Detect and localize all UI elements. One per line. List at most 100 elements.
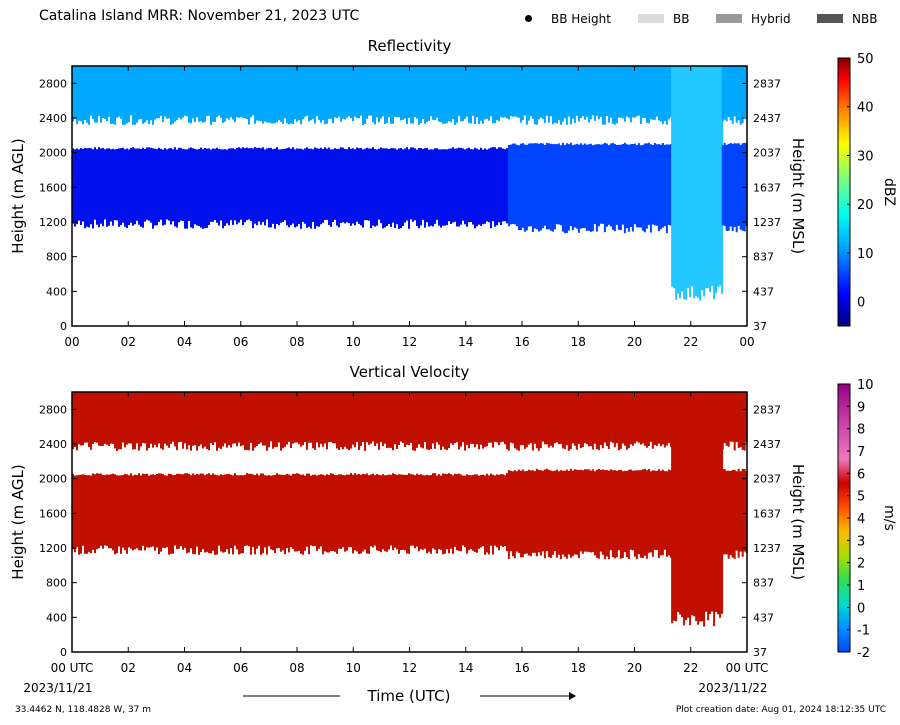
legend-bb-label: BB [673,12,690,26]
x-end-date: 2023/11/22 [698,681,767,695]
legend-bb-height-label: BB Height [551,12,611,26]
x-start-date: 2023/11/21 [23,681,92,695]
data-layer-fill [507,66,672,125]
data-layer-fill [671,392,724,627]
colorbar-tick-label: 40 [857,101,874,116]
data-layer [721,468,748,559]
x-tick-label: 16 [514,335,529,349]
y2-tick-label: 2437 [753,438,781,451]
colorbar-tick-label: 20 [857,198,874,213]
colorbar-tick-label: 10 [857,247,874,262]
data-layer-fill [671,66,724,301]
chart-title: Reflectivity [368,37,452,55]
y2-tick-label: 37 [753,320,767,333]
x-tick-label: 20 [627,335,642,349]
x-tick-label: 06 [233,335,248,349]
x-tick-label: 04 [177,661,192,675]
colorbar-tick-label: 4 [857,512,865,527]
y-tick-label: 800 [46,251,67,264]
x-tick-label: 20 [627,661,642,675]
x-tick-label: 02 [121,661,136,675]
y2-tick-label: 837 [753,251,774,264]
data-layer [72,392,508,451]
y2-tick-label: 1237 [753,542,781,555]
y-tick-label: 1200 [39,542,67,555]
x-tick-label: 00 [739,335,754,349]
data-layer [721,142,748,233]
y-tick-label: 2400 [39,438,67,451]
data-layer [507,66,672,125]
colorbar-label: dBZ [881,178,897,206]
colorbar-tick-label: 6 [857,467,865,482]
y2-tick-label: 2437 [753,112,781,125]
x-tick-label: 00 UTC [51,661,94,675]
data-layer [507,468,672,560]
x-tick-label: 12 [402,661,417,675]
y-tick-label: 1200 [39,216,67,229]
x-tick-label: 10 [346,661,361,675]
y-tick-label: 1600 [39,181,67,194]
y-tick-label: 2400 [39,112,67,125]
data-layer-fill [721,392,748,451]
vertical-velocity-chart: Vertical Velocity04008001200160020002400… [9,363,897,705]
y-tick-label: 2000 [39,473,67,486]
data-layer-fill [72,392,508,451]
x-tick-label: 06 [233,661,248,675]
x-tick-label: 00 UTC [726,661,769,675]
x-tick-label: 22 [683,335,698,349]
data-layer [72,147,508,229]
y-tick-label: 0 [60,320,67,333]
y-tick-label: 2800 [39,403,67,416]
x-tick-label: 12 [402,335,417,349]
x-tick-label: 08 [289,661,304,675]
station-location: 33.4462 N, 118.4828 W, 37 m [15,705,152,715]
colorbar-tick-label: -2 [857,646,870,661]
page-title: Catalina Island MRR: November 21, 2023 U… [39,8,360,24]
colorbar-tick-label: 8 [857,423,865,438]
chart-title: Vertical Velocity [350,363,470,381]
data-layer-fill [507,142,672,234]
x-tick-label: 18 [571,661,586,675]
y-tick-label: 800 [46,577,67,590]
data-layer-fill [507,468,672,560]
colorbar-tick-label: 1 [857,579,865,594]
data-layer-fill [507,392,672,451]
y2-tick-label: 837 [753,577,774,590]
colorbar-tick-label: 0 [857,601,865,616]
data-layer-fill [721,66,748,125]
y2-tick-label: 2037 [753,473,781,486]
x-tick-label: 18 [571,335,586,349]
colorbar-tick-label: 5 [857,490,865,505]
data-layer [72,66,508,125]
data-layer [507,142,672,234]
colorbar-label: m/s [881,505,897,531]
reflectivity-chart: Reflectivity0400800120016002000240028003… [9,37,897,349]
y2-tick-label: 37 [753,646,767,659]
y-tick-label: 400 [46,611,67,624]
legend-nbb-swatch [817,14,843,23]
data-layer [721,392,748,451]
y-axis-label: Height (m AGL) [9,138,27,253]
legend-nbb-label: NBB [852,12,878,26]
colorbar-tick-label: 2 [857,557,865,572]
data-layer [721,66,748,125]
data-layer-fill [72,147,508,229]
y2-tick-label: 437 [753,285,774,298]
x-tick-label: 14 [458,661,473,675]
plot-creation-date: Plot creation date: Aug 01, 2024 18:12:3… [675,705,886,715]
x-axis-label: Time (UTC) [367,687,451,705]
y2-axis-label: Height (m MSL) [789,464,807,580]
colorbar-tick-label: -1 [857,624,870,639]
data-layer-fill [72,473,508,555]
data-layer [671,392,724,627]
y-axis-label: Height (m AGL) [9,464,27,579]
arrow-right-icon [569,692,576,700]
data-layer-fill [72,66,508,125]
y2-tick-label: 437 [753,611,774,624]
colorbar [837,57,851,327]
y-tick-label: 2800 [39,77,67,90]
x-tick-label: 16 [514,661,529,675]
y2-tick-label: 2837 [753,77,781,90]
y-tick-label: 0 [60,646,67,659]
colorbar-tick-label: 10 [857,378,874,393]
